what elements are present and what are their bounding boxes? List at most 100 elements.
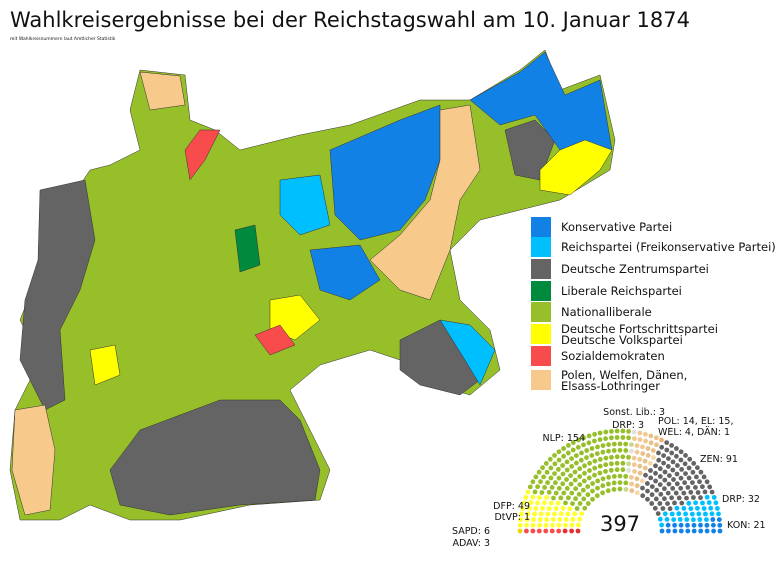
seat xyxy=(691,517,696,523)
seat xyxy=(550,522,555,528)
seat xyxy=(572,477,578,483)
seat xyxy=(574,453,579,458)
seat xyxy=(683,471,688,476)
seat xyxy=(560,471,566,477)
seat xyxy=(637,430,643,436)
seat xyxy=(606,442,611,447)
seat xyxy=(569,490,575,496)
seat xyxy=(661,460,666,466)
seat xyxy=(586,475,592,481)
seat xyxy=(672,528,678,534)
seat xyxy=(552,511,557,517)
seat xyxy=(562,528,568,534)
seat xyxy=(701,506,707,511)
seat xyxy=(653,478,658,484)
seat xyxy=(552,453,557,458)
seat xyxy=(665,464,671,469)
seat xyxy=(532,511,537,517)
seat xyxy=(659,522,664,528)
seat xyxy=(645,488,650,494)
seat xyxy=(577,516,583,522)
seat xyxy=(654,442,659,448)
seat xyxy=(674,481,680,487)
seat-group xyxy=(524,528,562,534)
parliament-label: DFP: 49 xyxy=(493,501,530,512)
seat xyxy=(662,496,667,502)
seat xyxy=(673,490,679,496)
seat xyxy=(594,493,600,499)
seat xyxy=(525,489,531,495)
seat xyxy=(682,480,687,486)
seat xyxy=(546,506,552,511)
seat xyxy=(620,454,626,460)
seat xyxy=(574,506,580,511)
seat xyxy=(693,485,698,490)
seat xyxy=(664,447,670,453)
seat xyxy=(609,435,614,441)
seat-group xyxy=(629,430,648,487)
seat xyxy=(544,495,549,500)
seat xyxy=(653,470,658,476)
seat xyxy=(600,449,606,455)
seat xyxy=(704,522,710,528)
seat xyxy=(678,522,684,528)
parliament-label: Sonst. Lib.: 3 xyxy=(603,407,665,418)
seat xyxy=(690,469,696,475)
seat xyxy=(666,481,672,487)
seat xyxy=(530,528,536,534)
seat xyxy=(695,505,700,511)
seat xyxy=(592,458,598,464)
seat xyxy=(685,522,690,528)
seat xyxy=(587,460,592,466)
seat xyxy=(652,505,658,511)
seat xyxy=(586,440,592,446)
seat xyxy=(561,490,567,496)
seat xyxy=(577,482,583,487)
seat xyxy=(521,500,527,506)
seat xyxy=(685,528,691,534)
legend-label: Sozialdemokraten xyxy=(561,349,665,363)
seat xyxy=(528,500,534,505)
seat xyxy=(704,494,710,500)
seat xyxy=(551,495,556,501)
seat xyxy=(634,476,640,482)
seat xyxy=(532,489,538,495)
map xyxy=(9,49,616,521)
region-zentrum-ermland xyxy=(504,119,556,181)
seat xyxy=(595,478,601,484)
seat xyxy=(578,457,584,463)
seat xyxy=(517,522,523,528)
seat xyxy=(536,528,542,534)
seat xyxy=(600,490,605,496)
seat-group xyxy=(626,429,637,473)
seat xyxy=(569,522,575,528)
seat xyxy=(523,495,529,500)
seat xyxy=(715,506,720,511)
seat xyxy=(639,478,645,484)
seat xyxy=(716,517,722,522)
seat xyxy=(634,443,640,448)
seat xyxy=(678,475,684,481)
seat xyxy=(657,474,663,479)
seat xyxy=(717,522,723,528)
seat xyxy=(617,486,623,492)
seat xyxy=(670,459,676,465)
seat xyxy=(526,505,532,511)
seat xyxy=(537,522,542,528)
legend: Konservative Partei Reichspartei (Freikon… xyxy=(531,217,776,393)
legend-label: Nationalliberale xyxy=(561,305,652,319)
seat xyxy=(572,469,578,475)
seat xyxy=(561,453,566,459)
seat xyxy=(564,467,570,473)
parliament-label: DtVP: 1 xyxy=(494,512,530,523)
seat xyxy=(657,466,663,472)
seat xyxy=(711,495,717,500)
legend-label: Deutsche Volkspartei xyxy=(561,333,683,347)
seat xyxy=(623,480,629,486)
seat xyxy=(649,492,655,498)
seat xyxy=(533,506,539,511)
seat xyxy=(614,428,620,434)
seat xyxy=(584,455,589,460)
seat xyxy=(611,448,617,453)
region-zentrum-west xyxy=(19,179,96,411)
